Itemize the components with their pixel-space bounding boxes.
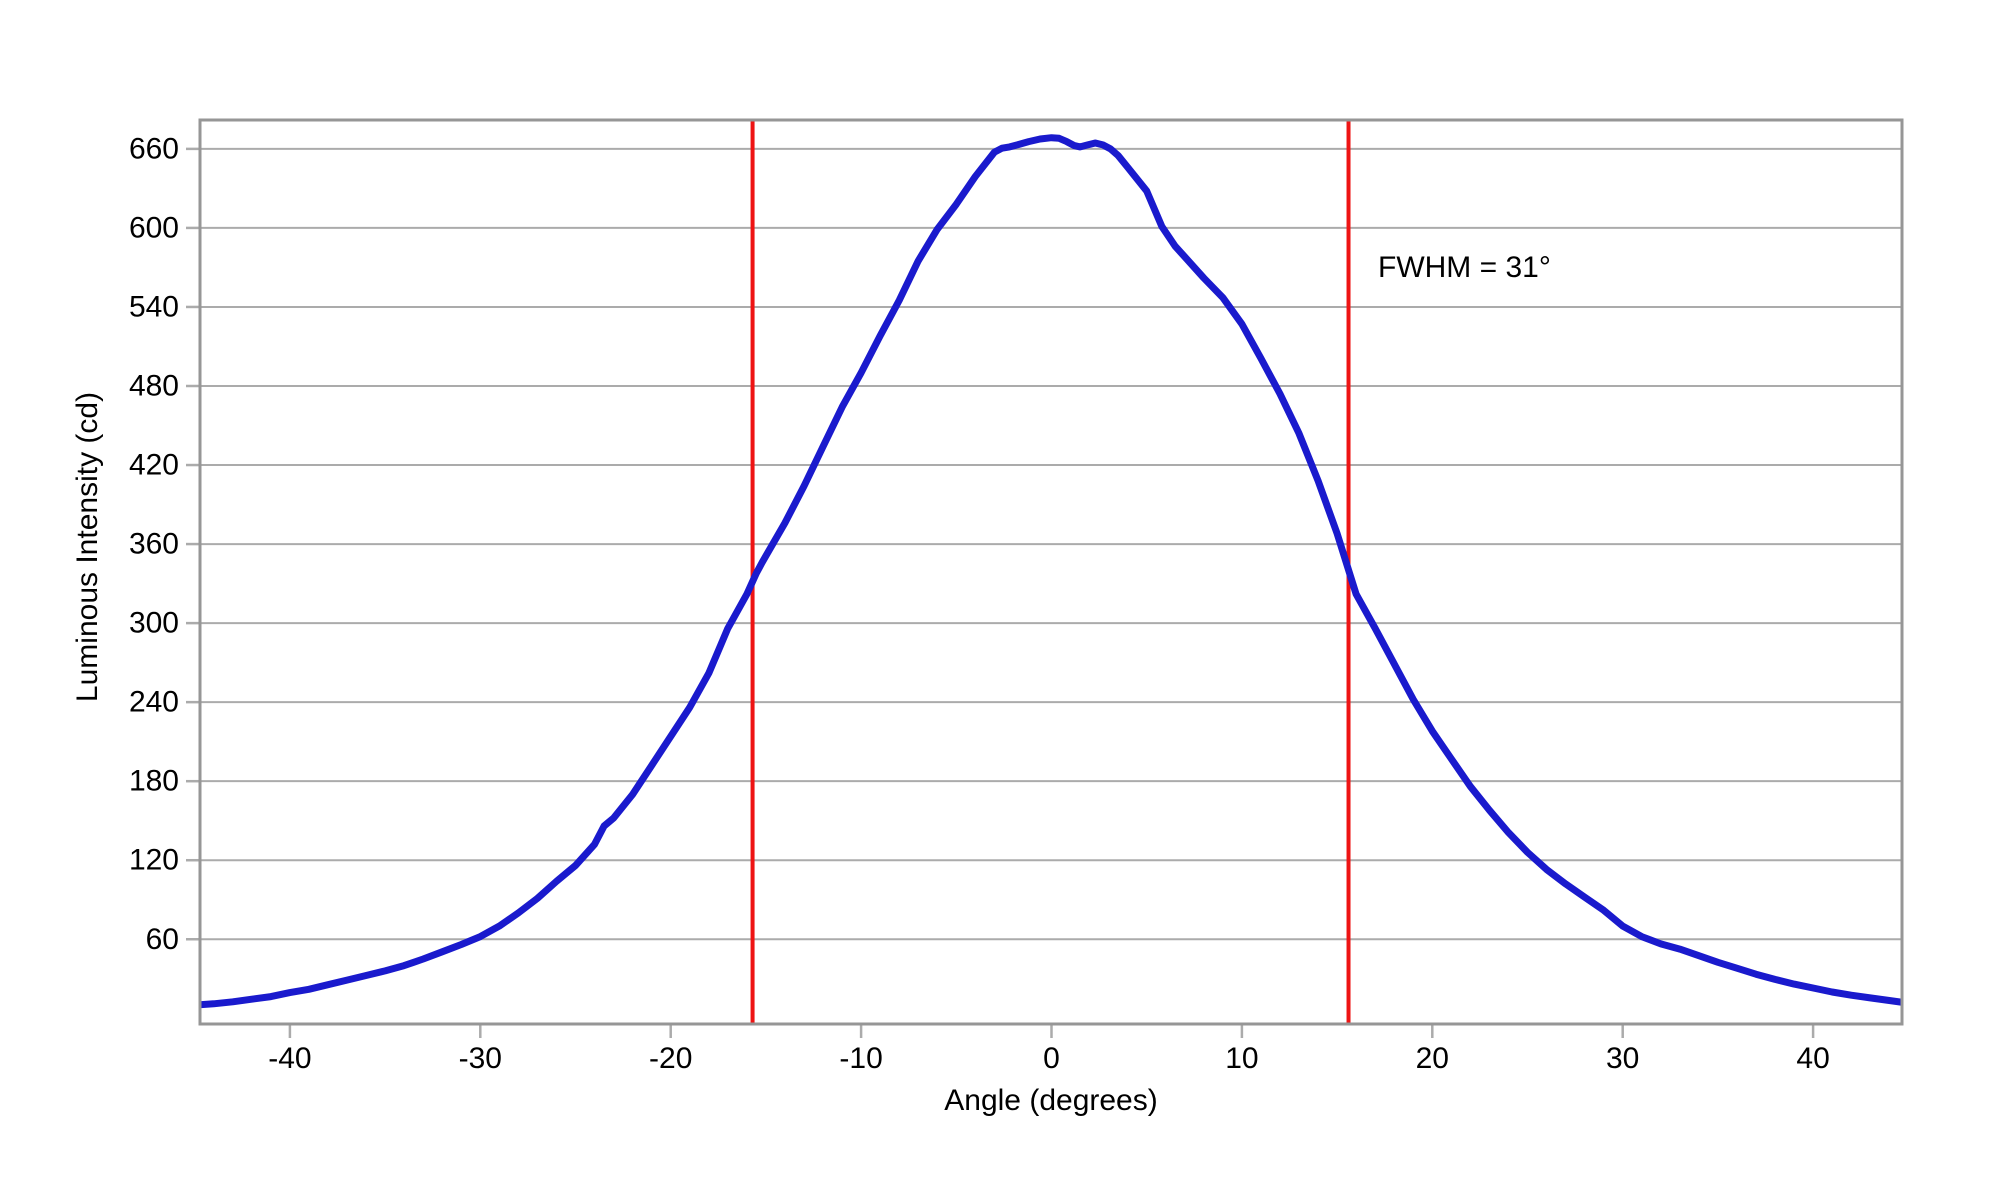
x-tick-label: 10 [1225, 1042, 1258, 1075]
x-tick-label: 0 [1043, 1042, 1060, 1075]
x-tick-label: -30 [459, 1042, 502, 1075]
y-tick-label: 60 [146, 923, 179, 956]
x-axis-title: Angle (degrees) [944, 1084, 1158, 1117]
y-tick-label: 420 [129, 449, 179, 482]
y-tick-label: 660 [129, 132, 179, 165]
plot-border [198, 118, 1904, 1026]
x-tick-label: -20 [649, 1042, 692, 1075]
intensity-curve [201, 134, 1901, 1009]
x-tick-label: -40 [268, 1042, 311, 1075]
y-tick-label: 240 [129, 686, 179, 719]
y-tick-label: 540 [129, 290, 179, 323]
x-tick-label: 40 [1796, 1042, 1829, 1075]
y-tick-label: 300 [129, 607, 179, 640]
y-axis-title: Luminous Intensity (cd) [71, 391, 104, 703]
y-tick-label: 480 [129, 369, 179, 402]
y-tick-label: 120 [129, 844, 179, 877]
y-tick-label: 180 [129, 765, 179, 798]
x-tick-label: -10 [839, 1042, 882, 1075]
x-tick-label: 30 [1606, 1042, 1639, 1075]
y-tick-label: 360 [129, 528, 179, 561]
y-tick-label: 600 [129, 211, 179, 244]
x-tick-label: 20 [1416, 1042, 1449, 1075]
fwhm-annotation: FWHM = 31° [1378, 251, 1551, 284]
